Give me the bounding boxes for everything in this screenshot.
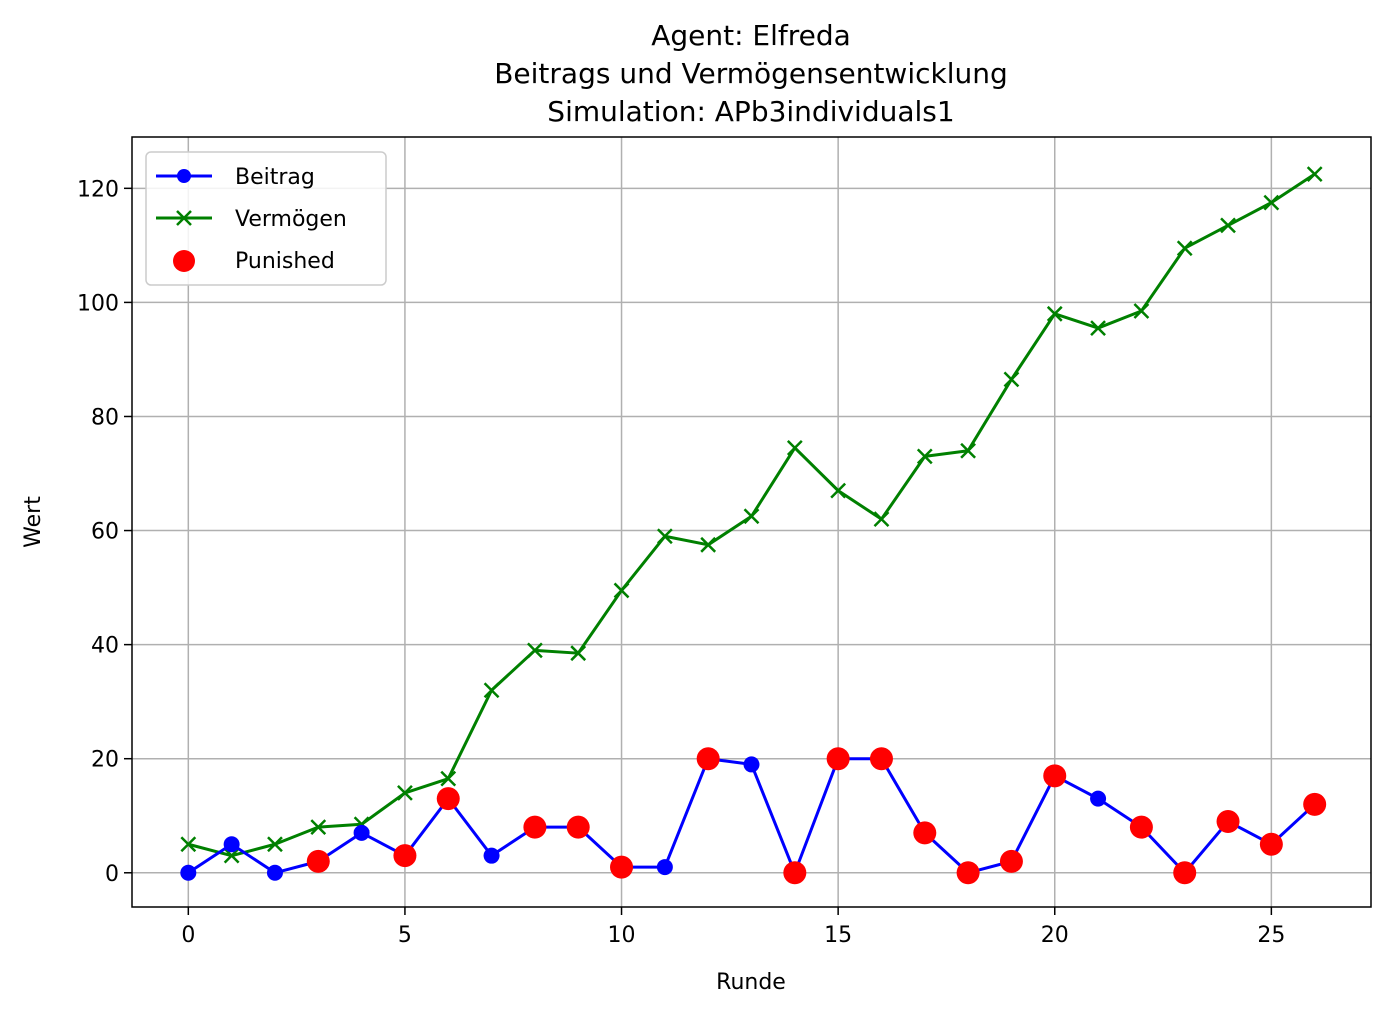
legend-entry-punished: Punished xyxy=(173,249,335,274)
y-tick-label: 40 xyxy=(91,634,119,659)
point-vermoegen xyxy=(1003,371,1020,388)
point-vermoegen xyxy=(1220,217,1236,234)
legend-box xyxy=(145,151,387,286)
point-punished xyxy=(393,844,417,868)
point-beitrag xyxy=(223,836,240,853)
point-punished xyxy=(1173,861,1197,885)
x-tick-label: 10 xyxy=(608,923,636,948)
point-vermoegen xyxy=(267,836,283,853)
x-tick-label: 5 xyxy=(398,923,412,948)
x-tick-label: 0 xyxy=(181,923,195,948)
y-tick-label: 100 xyxy=(77,291,119,316)
point-vermoegen xyxy=(1133,303,1150,319)
point-punished xyxy=(306,849,330,873)
legend-marker-punished xyxy=(173,250,195,272)
grid xyxy=(132,137,1371,907)
point-vermoegen xyxy=(830,482,847,499)
point-punished xyxy=(1216,809,1240,833)
point-vermoegen xyxy=(1046,305,1063,322)
point-punished xyxy=(1043,764,1067,788)
ticks: 0 5 10 15 20 25 0 20 40 60 80 100 120 xyxy=(77,177,1285,948)
series-layer xyxy=(180,166,1327,885)
point-punished xyxy=(523,815,547,839)
y-axis-label: Wert xyxy=(21,496,46,548)
point-vermoegen xyxy=(570,645,587,662)
point-punished xyxy=(956,861,980,885)
point-punished xyxy=(1303,792,1327,816)
chart-title: Agent: Elfreda Beitrags und Vermögensent… xyxy=(494,19,1008,128)
title-line-1: Agent: Elfreda xyxy=(651,19,851,52)
point-vermoegen xyxy=(613,582,630,599)
y-tick-label: 0 xyxy=(105,862,119,887)
point-vermoegen xyxy=(1263,194,1280,211)
title-line-3: Simulation: APb3individuals1 xyxy=(547,95,954,128)
point-punished xyxy=(1129,815,1153,839)
point-vermoegen xyxy=(527,642,543,659)
point-vermoegen xyxy=(483,682,500,699)
title-line-2: Beitrags und Vermögensentwicklung xyxy=(494,57,1008,90)
point-beitrag xyxy=(266,864,283,881)
point-vermoegen xyxy=(1090,320,1106,336)
point-punished xyxy=(696,747,720,771)
point-vermoegen xyxy=(700,536,717,553)
point-beitrag xyxy=(180,864,197,881)
point-vermoegen xyxy=(786,439,803,456)
point-punished xyxy=(566,815,590,839)
x-axis-label: Runde xyxy=(716,970,786,995)
point-beitrag xyxy=(1090,790,1107,807)
point-punished xyxy=(913,821,937,845)
point-vermoegen xyxy=(960,442,976,459)
y-tick-label: 80 xyxy=(91,405,119,430)
point-punished xyxy=(869,747,893,771)
point-beitrag xyxy=(743,756,760,773)
x-tick-label: 25 xyxy=(1257,923,1285,948)
point-punished xyxy=(436,787,460,811)
point-vermoegen xyxy=(873,511,890,528)
point-vermoegen xyxy=(743,508,760,525)
point-beitrag xyxy=(656,859,673,876)
legend-label-punished: Punished xyxy=(235,249,335,274)
point-vermoegen xyxy=(916,448,933,465)
x-tick-label: 20 xyxy=(1041,923,1069,948)
point-vermoegen xyxy=(656,528,673,545)
point-vermoegen xyxy=(223,847,240,864)
point-punished xyxy=(826,747,850,771)
point-vermoegen xyxy=(1306,166,1323,182)
point-punished xyxy=(1259,832,1283,856)
point-vermoegen xyxy=(310,819,327,836)
legend: Beitrag Vermögen Punished xyxy=(145,151,387,286)
legend-entry-vermoegen: Vermögen xyxy=(156,207,347,232)
point-punished xyxy=(999,849,1023,873)
legend-label-vermoegen: Vermögen xyxy=(235,207,347,232)
point-vermoegen xyxy=(1176,240,1193,257)
plot-frame xyxy=(131,136,1372,908)
point-punished xyxy=(783,861,807,885)
legend-marker-vermoegen xyxy=(176,210,192,226)
y-tick-label: 120 xyxy=(77,177,119,202)
x-tick-label: 15 xyxy=(824,923,852,948)
point-vermoegen xyxy=(440,770,457,787)
point-vermoegen xyxy=(180,836,197,853)
y-tick-label: 60 xyxy=(91,520,119,545)
y-tick-label: 20 xyxy=(91,748,119,773)
point-beitrag xyxy=(483,847,500,864)
point-vermoegen xyxy=(397,785,413,801)
point-punished xyxy=(610,855,634,879)
legend-label-beitrag: Beitrag xyxy=(235,165,315,190)
point-beitrag xyxy=(353,824,370,841)
legend-entry-beitrag: Beitrag xyxy=(156,165,315,190)
legend-marker-beitrag xyxy=(177,169,191,183)
